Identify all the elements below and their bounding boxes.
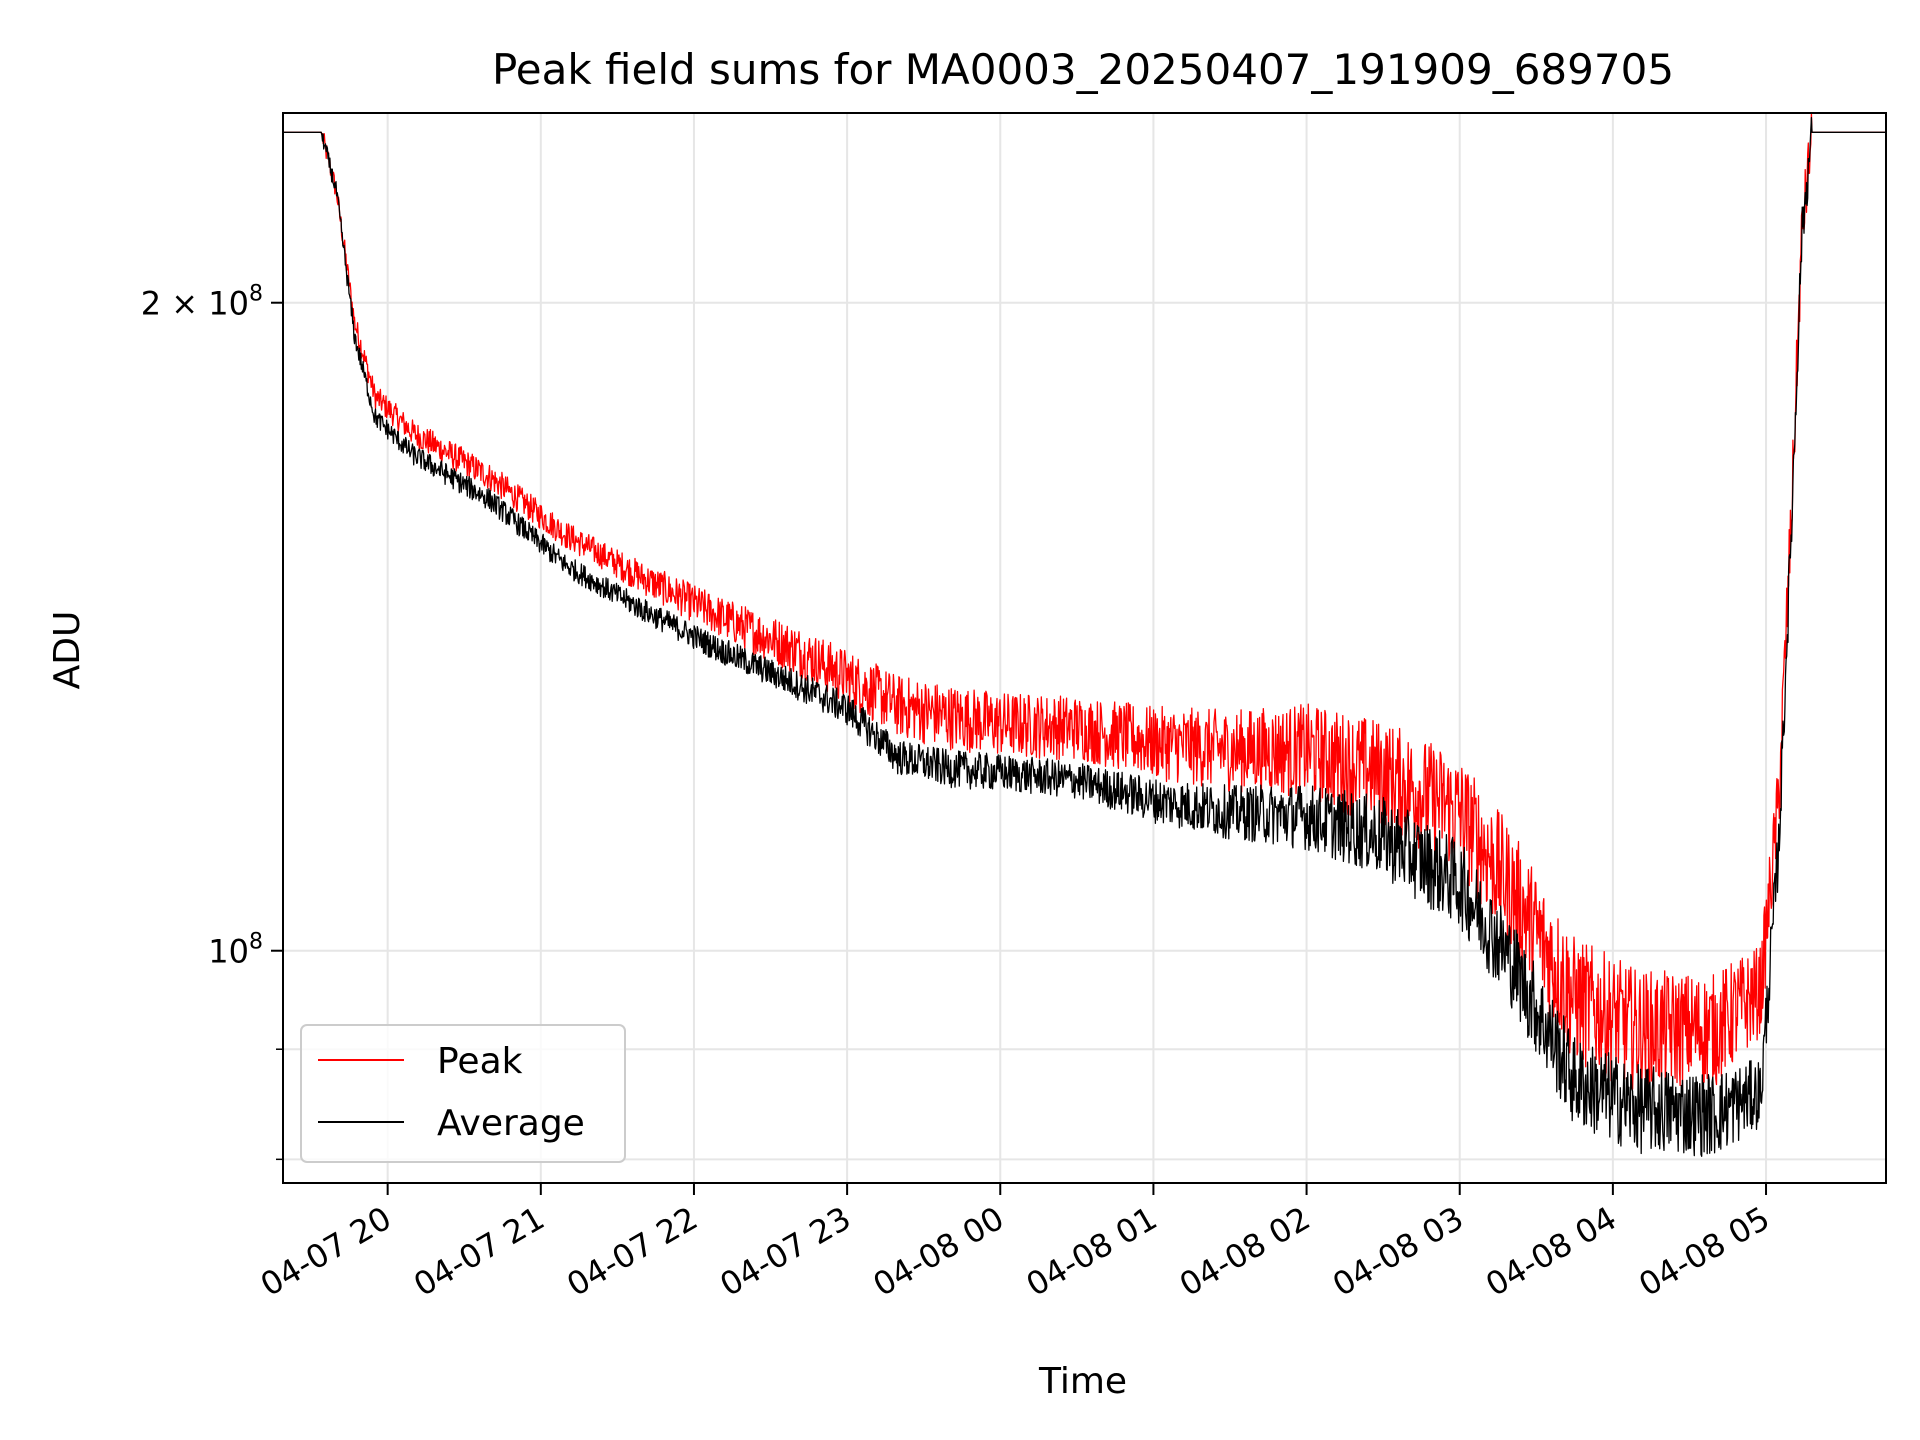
legend: Peak Average xyxy=(300,1024,626,1163)
chart-title: Peak field sums for MA0003_20250407_1919… xyxy=(492,45,1674,94)
y-axis-label: ADU xyxy=(47,611,88,690)
legend-label-average: Average xyxy=(437,1103,585,1144)
y-tick-label: 2 × 108 xyxy=(141,282,263,323)
series-line-peak xyxy=(282,112,1887,1092)
x-axis-label: Time xyxy=(1038,1361,1127,1402)
legend-label-peak: Peak xyxy=(437,1041,523,1082)
y-tick-label: 108 xyxy=(208,930,263,971)
plot-frame xyxy=(282,112,1887,1184)
series-line-average xyxy=(282,116,1887,1157)
series-group xyxy=(282,112,1887,1157)
